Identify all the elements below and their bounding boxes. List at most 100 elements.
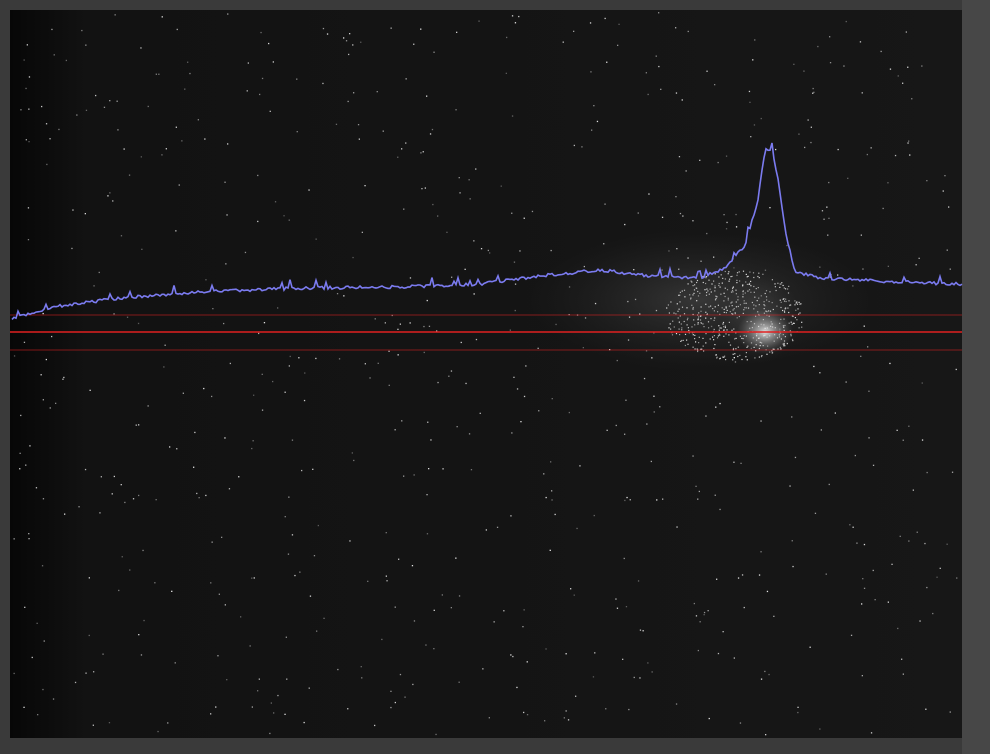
noise-pixel <box>63 376 65 379</box>
noise-pixel <box>516 686 518 689</box>
noise-pixel <box>797 706 799 708</box>
noise-pixel <box>420 28 422 30</box>
noise-pixel <box>72 209 74 211</box>
noise-pixel <box>261 409 264 411</box>
noise-pixel <box>405 142 407 144</box>
noise-pixel <box>754 39 756 41</box>
noise-pixel <box>852 526 854 528</box>
noise-pixel <box>525 365 527 367</box>
noise-pixel <box>570 588 572 590</box>
noise-pixel <box>308 687 310 689</box>
noise-pixel <box>949 711 951 713</box>
noise-pixel <box>52 698 55 700</box>
noise-pixel <box>399 673 402 676</box>
noise-pixel <box>456 31 458 33</box>
noise-pixel <box>446 231 448 233</box>
noise-pixel <box>626 496 628 499</box>
noise-pixel <box>531 210 534 213</box>
noise-pixel <box>124 501 126 504</box>
noise-pixel <box>40 374 42 376</box>
noise-pixel <box>719 508 721 511</box>
noise-pixel <box>51 335 53 338</box>
noise-pixel <box>739 722 742 724</box>
noise-pixel <box>719 402 721 405</box>
noise-pixel <box>591 129 593 131</box>
noise-pixel <box>697 498 699 500</box>
noise-pixel <box>897 75 899 77</box>
noise-pixel <box>464 268 466 270</box>
noise-pixel <box>244 251 247 254</box>
noise-pixel <box>289 355 291 358</box>
camera-image <box>10 10 962 738</box>
noise-pixel <box>42 498 45 500</box>
noise-pixel <box>26 44 28 46</box>
noise-pixel <box>288 365 290 367</box>
noise-pixel <box>714 494 716 496</box>
noise-pixel <box>450 370 453 372</box>
noise-pixel <box>65 59 67 62</box>
noise-pixel <box>550 249 552 252</box>
noise-pixel <box>659 406 661 408</box>
noise-pixel <box>140 47 142 49</box>
noise-pixel <box>760 117 762 120</box>
noise-pixel <box>20 414 22 417</box>
noise-pixel <box>606 61 608 63</box>
noise-pixel <box>733 461 735 463</box>
noise-pixel <box>897 627 899 630</box>
noise-pixel <box>109 192 111 194</box>
noise-pixel <box>503 610 505 612</box>
noise-pixel <box>882 207 884 210</box>
noise-pixel <box>121 556 123 558</box>
noise-pixel <box>390 706 392 709</box>
noise-pixel <box>43 640 45 642</box>
noise-pixel <box>126 316 129 318</box>
noise-pixel <box>432 203 434 206</box>
noise-pixel <box>828 217 830 219</box>
noise-pixel <box>46 163 48 166</box>
noise-pixel <box>143 619 145 622</box>
noise-pixel <box>257 174 259 177</box>
noise-pixel <box>872 464 875 466</box>
noise-pixel <box>347 708 349 710</box>
noise-pixel <box>653 411 655 413</box>
noise-pixel <box>309 595 312 597</box>
noise-pixel <box>948 206 950 208</box>
noise-pixel <box>692 220 694 222</box>
noise-pixel <box>813 91 815 93</box>
noise-pixel <box>215 706 217 708</box>
noise-pixel <box>821 210 824 212</box>
noise-pixel <box>169 446 171 448</box>
noise-pixel <box>526 714 529 716</box>
noise-pixel <box>924 542 926 545</box>
noise-pixel <box>647 93 649 96</box>
noise-pixel <box>259 93 261 96</box>
noise-pixel <box>424 187 426 189</box>
noise-pixel <box>268 42 270 45</box>
noise-pixel <box>646 423 648 425</box>
noise-pixel <box>908 140 910 142</box>
noise-pixel <box>174 662 176 664</box>
noise-pixel <box>211 541 213 543</box>
noise-pixel <box>409 277 412 279</box>
noise-pixel <box>13 538 15 540</box>
noise-pixel <box>458 681 460 683</box>
noise-pixel <box>622 658 624 660</box>
noise-pixel <box>706 70 708 72</box>
noise-pixel <box>618 23 620 25</box>
noise-pixel <box>360 41 362 43</box>
noise-pixel <box>85 672 87 674</box>
noise-pixel <box>825 573 827 575</box>
noise-pixel <box>287 553 290 555</box>
noise-pixel <box>510 654 512 656</box>
noise-pixel <box>431 128 434 131</box>
noise-pixel <box>465 382 467 385</box>
noise-pixel <box>735 213 737 216</box>
noise-pixel <box>28 533 30 535</box>
noise-pixel <box>511 212 513 214</box>
noise-pixel <box>249 645 251 647</box>
noise-pixel <box>860 234 862 236</box>
noise-pixel <box>874 599 876 601</box>
noise-pixel <box>164 344 166 346</box>
noise-pixel <box>197 119 199 121</box>
